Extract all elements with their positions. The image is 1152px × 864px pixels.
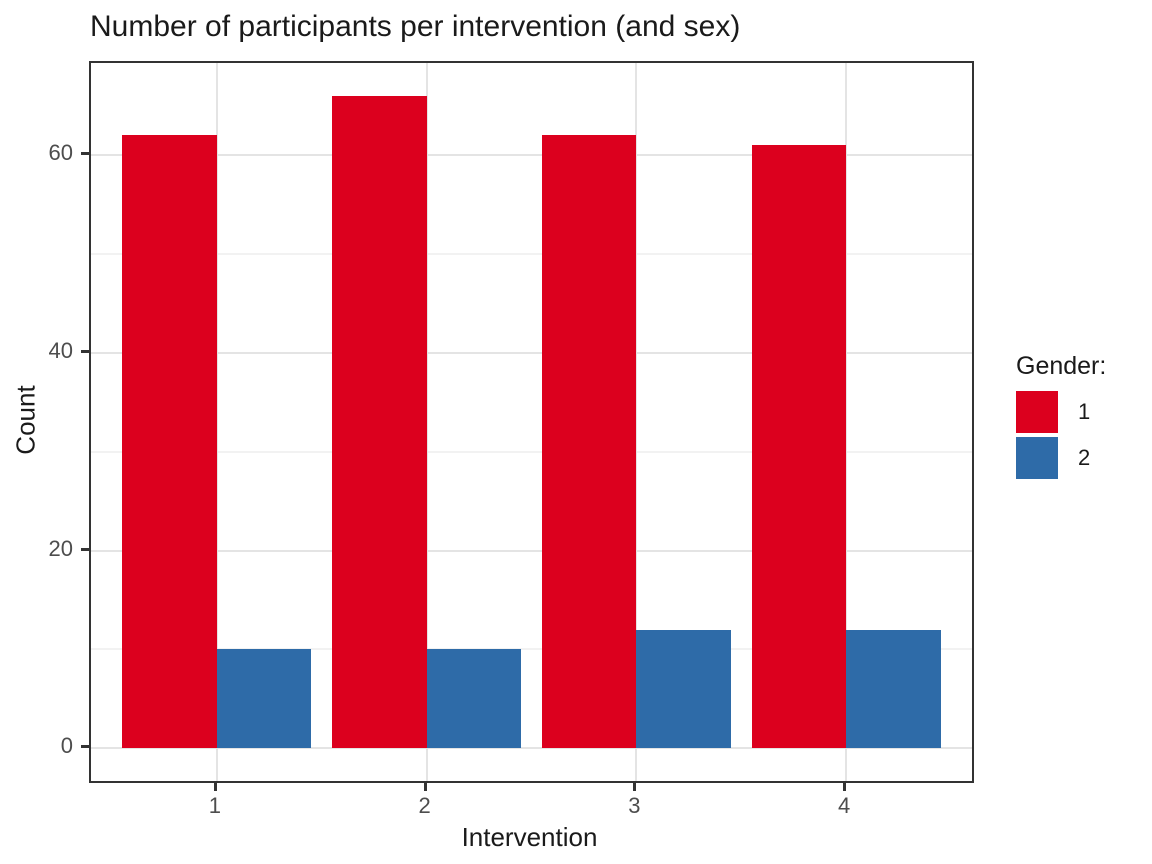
gridline-y-60	[91, 153, 972, 156]
legend-item-2: 2	[1016, 437, 1106, 479]
x-axis-title: Intervention	[461, 822, 598, 852]
y-tick-0	[81, 745, 89, 749]
bar-intervention-2-gender-1	[332, 95, 427, 749]
x-tick-label-1: 1	[208, 793, 221, 818]
y-tick-label-40: 40	[48, 337, 73, 363]
gridline-x-4	[845, 63, 848, 781]
bar-intervention-4-gender-2	[846, 629, 941, 749]
bar-intervention-1-gender-2	[216, 649, 312, 749]
legend-item-1: 1	[1016, 391, 1106, 433]
bar-intervention-3-gender-1	[541, 135, 637, 749]
y-tick-40	[81, 349, 89, 353]
x-tick-label-4: 4	[838, 793, 851, 818]
bar-intervention-3-gender-2	[636, 629, 731, 749]
legend-label-1: 1	[1078, 399, 1091, 424]
bar-intervention-2-gender-2	[426, 649, 521, 749]
y-tick-20	[81, 547, 89, 551]
gridline-y-40	[91, 351, 972, 354]
gridline-x-1	[215, 63, 218, 781]
legend-title: Gender:	[1016, 352, 1107, 380]
y-axis-title: Count	[10, 385, 41, 455]
x-tick-1	[213, 783, 217, 791]
gridline-x-3	[635, 63, 638, 781]
gridline-y-minor-30	[91, 450, 972, 453]
gridline-y-minor-50	[91, 252, 972, 255]
y-tick-label-0: 0	[60, 733, 73, 759]
y-tick-60	[81, 151, 89, 155]
legend-key-2	[1016, 437, 1058, 479]
x-tick-label-3: 3	[628, 793, 641, 818]
bar-intervention-4-gender-1	[751, 145, 847, 749]
y-tick-label-60: 60	[48, 139, 73, 165]
plot-panel	[89, 61, 974, 783]
gridline-y-minor-10	[91, 648, 972, 651]
x-tick-label-2: 2	[418, 793, 431, 818]
x-tick-3	[633, 783, 637, 791]
legend-key-1	[1016, 391, 1058, 433]
y-tick-label-20: 20	[48, 535, 73, 561]
gridline-x-2	[425, 63, 428, 781]
chart-title: Number of participants per intervention …	[90, 10, 741, 43]
gridline-y-0	[91, 747, 972, 750]
x-tick-4	[843, 783, 847, 791]
bar-intervention-1-gender-1	[122, 135, 217, 749]
legend-label-2: 2	[1078, 445, 1091, 470]
x-tick-2	[423, 783, 427, 791]
gridline-y-20	[91, 549, 972, 552]
